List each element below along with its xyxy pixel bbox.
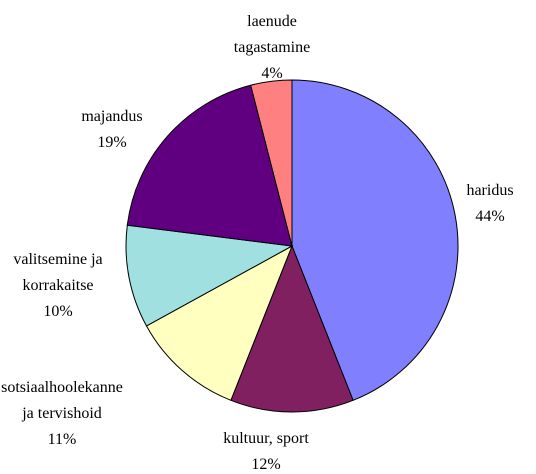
slice-label: laenude tagastamine: [234, 13, 310, 56]
label-line: valitsemine ja: [13, 251, 102, 268]
slice-label: kultuur, sport: [223, 430, 309, 447]
label-line: laenude: [247, 13, 297, 30]
value-label: 44%: [475, 208, 504, 225]
value-label: 11%: [48, 431, 77, 448]
slice-label: haridus: [466, 182, 513, 199]
pie-slice: [126, 84, 293, 247]
value-label: 12%: [251, 456, 280, 473]
pie-slice: [250, 79, 293, 247]
slice-label: majandus: [81, 108, 142, 125]
pie-slice: [230, 244, 354, 413]
value-label: 19%: [97, 134, 126, 151]
label-line: majandus: [81, 108, 142, 125]
label-line: ja tervishoid: [21, 405, 102, 422]
label-line: sotsiaalhoolekanne: [1, 379, 123, 396]
value-label: 4%: [261, 65, 282, 82]
label-line: kultuur, sport: [223, 430, 309, 447]
label-line: tagastamine: [234, 39, 310, 56]
label-line: haridus: [466, 182, 513, 199]
pie-slice: [291, 79, 459, 401]
slice-label: sotsiaalhoolekanne ja tervishoid: [1, 379, 123, 422]
label-line: korrakaitse: [22, 277, 93, 294]
value-label: 10%: [43, 303, 72, 320]
pie-slice: [145, 244, 293, 401]
slice-label: valitsemine ja korrakaitse: [13, 251, 102, 294]
pie-slice: [125, 224, 294, 327]
